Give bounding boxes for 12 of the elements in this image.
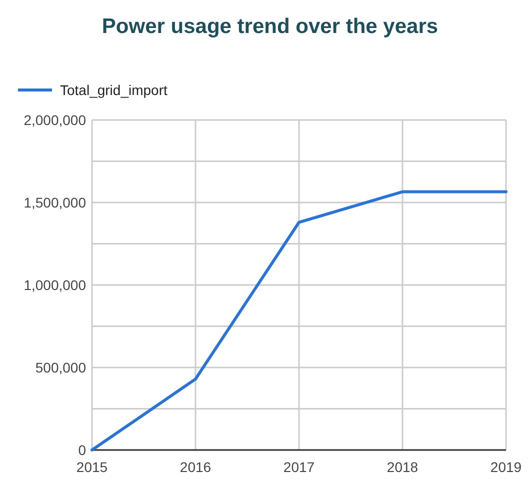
legend-label: Total_grid_import bbox=[60, 82, 168, 98]
x-tick-label: 2015 bbox=[76, 459, 108, 475]
chart-title: Power usage trend over the years bbox=[102, 15, 438, 38]
y-tick-label: 0 bbox=[78, 442, 86, 458]
y-tick-label: 1,000,000 bbox=[24, 276, 86, 293]
y-tick-label: 2,000,000 bbox=[24, 112, 86, 128]
x-tick-label: 2016 bbox=[180, 459, 212, 475]
x-tick-label: 2019 bbox=[490, 459, 522, 475]
x-tick-label: 2017 bbox=[283, 459, 315, 475]
y-tick-label: 1,500,000 bbox=[24, 194, 86, 210]
y-tick-label: 500,000 bbox=[35, 359, 86, 376]
x-tick-label: 2018 bbox=[386, 459, 418, 475]
